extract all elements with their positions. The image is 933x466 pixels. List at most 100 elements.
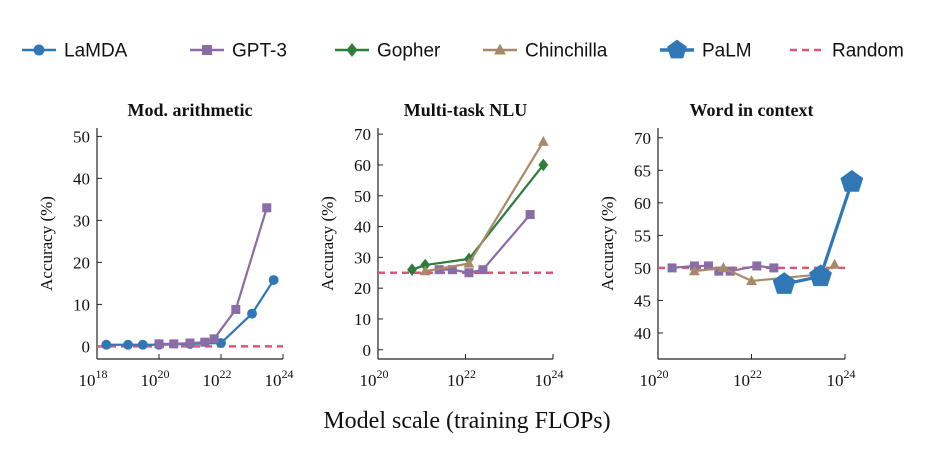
x-tick-label: 1022 <box>733 367 762 390</box>
panel-title: Multi-task NLU <box>404 100 528 120</box>
data-point-palm <box>840 170 864 192</box>
data-point-gpt-3 <box>447 265 457 275</box>
data-point-lamda <box>137 339 148 350</box>
data-point-gpt-3 <box>209 334 219 344</box>
y-tick-label: 0 <box>363 341 372 360</box>
data-point-gopher <box>420 258 431 272</box>
x-tick-label: 1024 <box>827 367 856 390</box>
x-axis-label: Model scale (training FLOPs) <box>323 408 610 434</box>
panel-title: Mod. arithmetic <box>128 100 253 120</box>
x-tick-label: 1022 <box>203 367 232 390</box>
legend-label-gpt-3: GPT-3 <box>232 41 287 62</box>
legend-label-palm: PaLM <box>702 41 752 62</box>
x-tick-label: 1024 <box>265 367 294 390</box>
y-tick-label: 20 <box>354 279 371 298</box>
y-axis-label: Accuracy (%) <box>37 196 56 291</box>
data-point-gpt-3 <box>185 338 195 348</box>
data-point-gpt-3 <box>752 261 762 271</box>
data-point-gopher <box>538 158 549 172</box>
series-gpt-3 <box>154 203 272 349</box>
series-line-gopher <box>411 164 545 271</box>
y-tick-label: 0 <box>82 337 91 356</box>
data-point-gpt-3 <box>231 304 241 314</box>
y-axis-label: Accuracy (%) <box>318 196 337 291</box>
data-point-chinchilla <box>829 258 841 269</box>
y-tick-label: 70 <box>354 125 371 144</box>
data-point-lamda <box>101 339 112 350</box>
legend-label-chinchilla: Chinchilla <box>525 41 608 62</box>
y-tick-label: 45 <box>634 291 651 310</box>
legend-marker-palm <box>667 39 687 59</box>
data-point-gpt-3 <box>667 263 677 273</box>
x-tick-label: 1020 <box>141 367 170 390</box>
series-line-gpt-3 <box>439 213 531 274</box>
data-point-gopher <box>407 263 417 276</box>
x-tick-label: 1018 <box>79 367 108 390</box>
series-gopher <box>407 158 549 276</box>
legend-label-gopher: Gopher <box>377 41 441 62</box>
legend-marker-gopher <box>346 43 358 57</box>
y-tick-label: 55 <box>634 226 651 245</box>
data-point-chinchilla <box>688 265 700 276</box>
data-point-gpt-3 <box>769 263 779 273</box>
y-tick-label: 50 <box>354 187 371 206</box>
legend-swatch-gopher <box>335 43 369 57</box>
y-tick-label: 10 <box>354 310 371 329</box>
y-tick-label: 50 <box>634 259 651 278</box>
legend-marker-gpt-3 <box>202 45 212 55</box>
y-axis-label: Accuracy (%) <box>598 196 617 291</box>
y-tick-label: 40 <box>634 324 651 343</box>
data-point-palm <box>772 272 796 294</box>
legend-marker-lamda <box>33 44 45 56</box>
series-line-gpt-3 <box>159 207 268 345</box>
data-point-gpt-3 <box>200 337 210 347</box>
series-chinchilla <box>419 136 549 276</box>
data-point-gpt-3 <box>525 210 535 220</box>
legend-label-random: Random <box>832 41 904 62</box>
data-point-gpt-3 <box>262 203 272 213</box>
legend-swatch-chinchilla <box>483 43 517 55</box>
data-point-lamda <box>268 275 279 285</box>
data-point-chinchilla <box>746 275 757 285</box>
panel-title: Word in context <box>690 100 814 120</box>
y-tick-label: 10 <box>73 295 90 314</box>
legend-swatch-palm <box>660 39 694 59</box>
y-tick-label: 60 <box>354 156 371 175</box>
legend: LaMDA GPT-3 Gopher Chinchilla PaLM Random <box>22 39 904 62</box>
data-point-gpt-3 <box>478 265 488 275</box>
data-point-lamda <box>123 339 133 350</box>
data-point-gpt-3 <box>703 261 713 271</box>
legend-swatch-lamda <box>22 44 56 56</box>
x-tick-label: 1020 <box>640 367 669 390</box>
data-point-gpt-3 <box>464 268 474 278</box>
series-line-chinchilla <box>425 141 545 273</box>
y-tick-label: 40 <box>73 169 90 188</box>
y-tick-label: 50 <box>73 127 90 146</box>
series-palm <box>772 170 864 294</box>
data-point-chinchilla <box>463 257 475 268</box>
y-tick-label: 30 <box>354 248 371 267</box>
data-point-lamda <box>247 308 257 319</box>
data-point-chinchilla <box>419 265 431 276</box>
y-tick-label: 65 <box>634 161 651 180</box>
y-tick-label: 60 <box>634 194 651 213</box>
legend-marker-chinchilla <box>494 43 506 55</box>
x-tick-label: 1022 <box>447 367 476 390</box>
data-point-gpt-3 <box>154 339 164 349</box>
data-point-chinchilla <box>717 262 729 272</box>
x-tick-label: 1020 <box>360 367 389 390</box>
y-tick-label: 20 <box>73 253 90 272</box>
legend-swatch-gpt-3 <box>190 45 224 55</box>
series-lamda <box>101 275 279 350</box>
panel-word-in-context: Word in context 40 45 50 55 60 65 70 1020 1022 102… <box>598 100 864 390</box>
y-tick-label: 40 <box>354 218 371 237</box>
legend-label-lamda: LaMDA <box>64 41 128 62</box>
y-tick-label: 30 <box>73 211 90 230</box>
x-tick-label: 1024 <box>535 367 564 390</box>
data-point-gpt-3 <box>169 339 179 349</box>
data-point-chinchilla <box>537 136 549 146</box>
